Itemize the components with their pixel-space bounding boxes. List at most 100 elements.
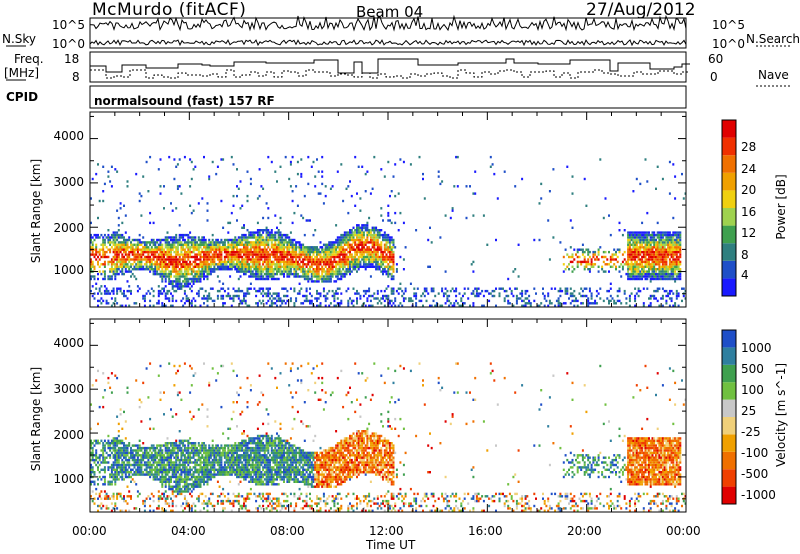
velocity-cell xyxy=(102,454,105,457)
velocity-cell xyxy=(256,463,259,467)
power-cell xyxy=(173,238,176,242)
power-cell xyxy=(90,241,92,244)
power-cell xyxy=(164,236,167,239)
power-cell xyxy=(143,250,146,254)
power-cell xyxy=(199,270,202,273)
power-cell xyxy=(319,268,322,271)
velocity-cell xyxy=(309,497,311,500)
power-cell xyxy=(283,246,285,249)
power-cell xyxy=(319,241,322,244)
power-cell xyxy=(300,243,303,246)
velocity-cell xyxy=(265,437,268,440)
velocity-cell xyxy=(130,463,132,467)
velocity-cell xyxy=(295,502,298,505)
velocity-cell xyxy=(180,492,183,496)
power-cell xyxy=(97,163,99,166)
power-cell xyxy=(291,243,294,246)
velocity-cell xyxy=(230,461,233,464)
power-cell xyxy=(248,287,251,290)
power-cell xyxy=(187,233,190,237)
power-cell xyxy=(236,248,238,251)
velocity-cell xyxy=(161,468,164,471)
velocity-cell xyxy=(187,485,190,488)
power-cell xyxy=(93,238,96,242)
velocity-cell xyxy=(152,478,155,481)
velocity-cell xyxy=(133,461,136,464)
velocity-cell xyxy=(328,468,331,471)
velocity-cell xyxy=(227,458,230,462)
noise-left-tick-bottom: 10^0 xyxy=(52,37,85,51)
velocity-cell xyxy=(218,456,221,459)
power-cell xyxy=(276,238,278,242)
velocity-cell xyxy=(182,490,185,493)
power-cell xyxy=(286,265,289,268)
velocity-cell xyxy=(283,478,285,481)
power-cell xyxy=(251,250,254,254)
power-cell xyxy=(328,289,331,293)
power-cell xyxy=(196,277,198,281)
power-cell xyxy=(128,246,131,249)
power-cell xyxy=(114,272,117,276)
power-cell xyxy=(244,272,247,276)
power-cell xyxy=(183,260,186,264)
power-cell xyxy=(236,265,238,268)
velocity-cell xyxy=(322,475,325,479)
velocity-cell xyxy=(149,504,152,508)
power-cell xyxy=(293,250,296,254)
velocity-cell xyxy=(281,471,284,474)
velocity-cell xyxy=(230,502,233,505)
velocity-cell xyxy=(140,466,143,469)
velocity-cell xyxy=(256,458,259,462)
power-cell xyxy=(300,253,303,256)
power-cell xyxy=(281,299,284,303)
power-cell xyxy=(331,250,334,254)
velocity-cell xyxy=(109,466,112,469)
power-cell xyxy=(222,282,225,285)
velocity-cell xyxy=(237,458,240,462)
velocity-cell xyxy=(123,497,125,500)
velocity-cell xyxy=(232,410,235,414)
power-cell xyxy=(251,272,254,276)
velocity-cell xyxy=(157,454,160,457)
power-cell xyxy=(142,294,145,298)
velocity-cell xyxy=(248,473,251,476)
velocity-cell xyxy=(175,446,178,450)
power-cell xyxy=(136,246,139,249)
power-cell xyxy=(206,258,209,261)
velocity-cell xyxy=(274,454,277,457)
velocity-cell xyxy=(293,495,296,498)
power-cell xyxy=(128,260,131,264)
velocity-cell xyxy=(100,454,103,457)
power-cell xyxy=(192,209,195,212)
velocity-cell xyxy=(116,468,119,471)
velocity-cell xyxy=(163,466,165,469)
velocity-cell xyxy=(270,446,273,450)
power-cell xyxy=(147,268,150,271)
velocity-cell xyxy=(272,468,275,471)
power-cell xyxy=(248,275,251,278)
power-cell xyxy=(302,268,305,271)
velocity-cell xyxy=(329,456,332,459)
power-cell xyxy=(251,263,254,266)
velocity-cell xyxy=(203,449,205,452)
velocity-cell xyxy=(138,458,141,462)
power-cell xyxy=(270,270,273,273)
power-cell xyxy=(267,238,270,242)
power-cell xyxy=(175,280,178,283)
power-cell xyxy=(197,243,200,246)
velocity-cell xyxy=(267,422,270,426)
velocity-cell xyxy=(220,458,223,462)
power-cell xyxy=(211,270,214,273)
velocity-cell xyxy=(309,458,311,462)
power-cell xyxy=(225,268,228,271)
velocity-cell xyxy=(295,475,298,479)
power-cell xyxy=(161,268,164,271)
power-cell xyxy=(91,243,94,246)
power-cell xyxy=(302,258,305,261)
power-cell xyxy=(305,277,308,281)
power-cell xyxy=(136,263,139,266)
velocity-cell xyxy=(305,478,308,481)
velocity-cell xyxy=(234,471,237,474)
velocity-cell xyxy=(95,454,98,457)
velocity-cell xyxy=(270,473,273,476)
